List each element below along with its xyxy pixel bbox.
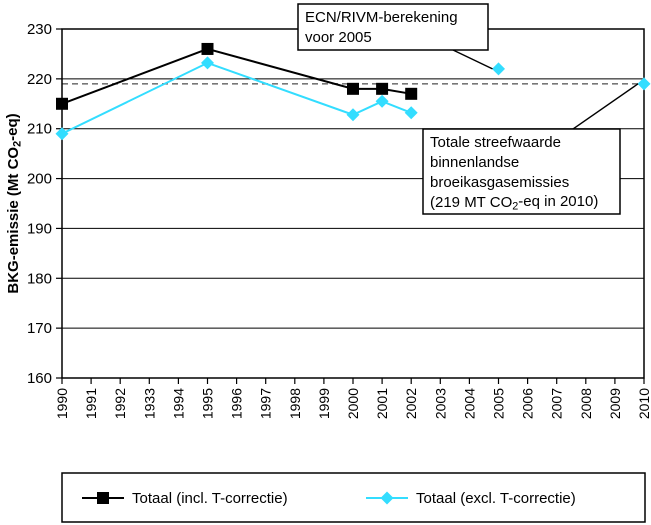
series-line bbox=[61, 47, 412, 105]
x-tick-label: 1999 bbox=[316, 388, 332, 419]
x-tick-label: 1992 bbox=[112, 388, 128, 419]
x-tick-label: 1996 bbox=[229, 388, 245, 419]
y-tick-label: 170 bbox=[27, 320, 52, 337]
series-line bbox=[61, 61, 412, 135]
y-tick-label: 160 bbox=[27, 370, 52, 387]
annotation-text: ECN/RIVM-berekening bbox=[305, 9, 458, 26]
x-tick-label: 2005 bbox=[491, 388, 507, 419]
grid bbox=[62, 78, 644, 329]
legend-marker bbox=[97, 492, 109, 504]
data-point bbox=[347, 82, 359, 95]
x-tick-label: 1933 bbox=[141, 388, 157, 419]
y-tick-label: 200 bbox=[27, 171, 52, 188]
x-tick-label: 1998 bbox=[287, 388, 303, 419]
data-point bbox=[376, 82, 389, 95]
data-point bbox=[405, 87, 418, 100]
x-tick-label: 1994 bbox=[170, 388, 186, 419]
data-point bbox=[201, 42, 214, 55]
annotation-text: Totale streefwaarde bbox=[430, 134, 561, 151]
x-tick-label: 1990 bbox=[54, 388, 70, 419]
y-tick-label: 230 bbox=[27, 21, 52, 38]
x-tick-label: 2000 bbox=[345, 388, 361, 419]
x-tick-label: 2007 bbox=[549, 388, 565, 419]
annotation-leader bbox=[572, 83, 639, 130]
series bbox=[55, 42, 651, 141]
annotation-leader bbox=[452, 49, 493, 70]
y-tick-label: 190 bbox=[27, 220, 52, 237]
legend-box bbox=[61, 472, 646, 523]
data-point bbox=[201, 56, 214, 70]
annotation-text: binnenlandse bbox=[430, 154, 519, 171]
x-tick-label: 2009 bbox=[607, 388, 623, 419]
x-tick-label: 1991 bbox=[83, 388, 99, 419]
x-tick-label: 2004 bbox=[461, 388, 477, 419]
y-tick-label: 220 bbox=[27, 71, 52, 88]
y-tick-label: 180 bbox=[27, 270, 52, 287]
x-tick-label: 1997 bbox=[258, 388, 274, 419]
y-axis: 160 170 180 190 200 210 220 230 bbox=[27, 21, 62, 387]
x-tick-label: 2003 bbox=[432, 388, 448, 419]
x-tick-label: 2002 bbox=[403, 388, 419, 419]
legend: Totaal (incl. T-correctie) Totaal (excl. … bbox=[61, 472, 646, 523]
data-point bbox=[637, 77, 651, 91]
annotations: ECN/RIVM-berekening voor 2005 Totale stree… bbox=[297, 3, 639, 215]
y-axis-label: BKG-emissie (Mt CO2​-eq) bbox=[4, 113, 24, 293]
legend-label: Totaal (excl. T-correctie) bbox=[416, 490, 576, 507]
annotation-text: broeikasgasemissies bbox=[430, 174, 569, 191]
annotation-box bbox=[297, 3, 489, 51]
data-point bbox=[55, 127, 69, 141]
x-axis: 1990 1991 1992 1933 1994 1995 1996 1997 1998 1999… bbox=[54, 378, 651, 419]
legend-marker bbox=[380, 491, 394, 505]
annotation-text: (219 MT CO2​-eq in 2010) bbox=[430, 193, 598, 213]
y-tick-label: 210 bbox=[27, 121, 52, 138]
x-tick-label: 2010 bbox=[636, 388, 651, 419]
x-tick-label: 2006 bbox=[520, 388, 536, 419]
annotation-text: voor 2005 bbox=[305, 29, 372, 46]
legend-label: Totaal (incl. T-correctie) bbox=[132, 490, 288, 507]
data-point bbox=[346, 108, 360, 122]
data-point bbox=[404, 106, 418, 120]
annotation-box bbox=[422, 128, 621, 215]
x-tick-label: 2008 bbox=[578, 388, 594, 419]
data-point bbox=[492, 62, 505, 76]
data-point bbox=[375, 94, 389, 108]
x-tick-label: 1995 bbox=[200, 388, 216, 419]
data-point bbox=[56, 97, 68, 110]
x-tick-label: 2001 bbox=[374, 388, 390, 419]
